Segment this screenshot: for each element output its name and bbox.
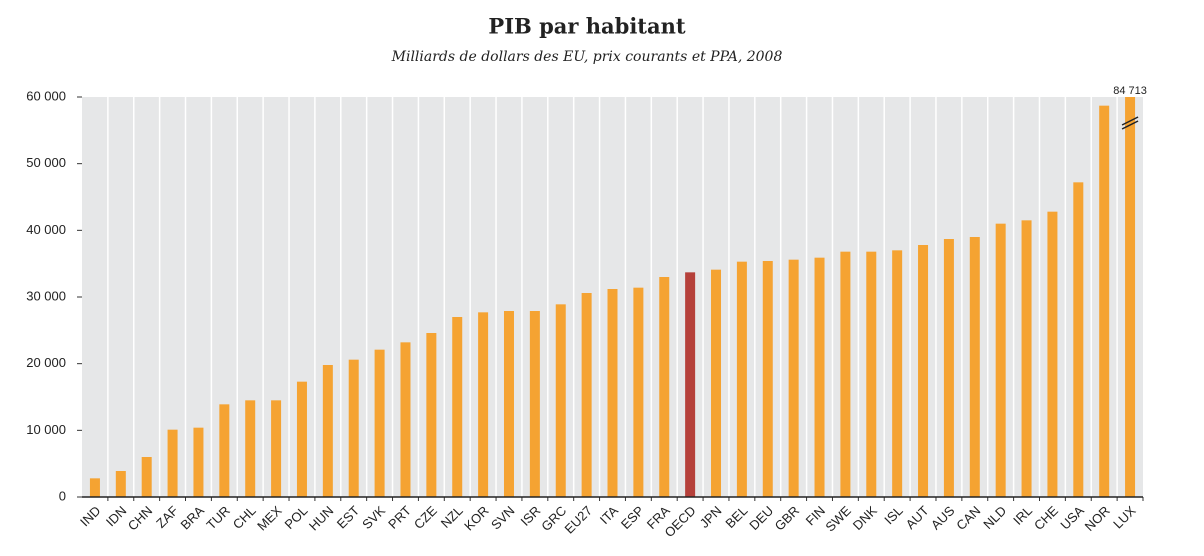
x-tick-label: GBR — [772, 503, 803, 534]
value-label: 84 713 — [1113, 85, 1147, 97]
bar — [555, 304, 566, 497]
y-tick-label: 50 000 — [26, 155, 66, 170]
bar — [219, 404, 230, 497]
y-tick-label: 20 000 — [26, 355, 66, 370]
x-tick-label: NOR — [1082, 503, 1113, 534]
bar — [762, 261, 773, 497]
x-tick-label: IDN — [103, 503, 129, 529]
bar — [115, 471, 126, 497]
x-tick-label: DNK — [850, 503, 880, 533]
x-tick-label: USA — [1057, 503, 1087, 533]
x-tick-label: NLD — [980, 503, 1009, 532]
bar — [503, 311, 514, 497]
x-tick-label: CHN — [125, 503, 156, 534]
y-tick-label: 10 000 — [26, 422, 66, 437]
x-tick-label: LUX — [1110, 503, 1139, 532]
bar — [478, 312, 489, 497]
bar — [840, 251, 851, 497]
x-tick-label: BRA — [177, 503, 207, 533]
bar — [1125, 97, 1136, 497]
x-tick-label: CAN — [953, 503, 983, 533]
x-tick-label: DEU — [746, 503, 776, 533]
bar — [271, 400, 282, 497]
y-tick-label: 40 000 — [26, 222, 66, 237]
bar — [1047, 211, 1058, 497]
bar — [1021, 220, 1032, 498]
x-tick-label: EU27 — [562, 503, 596, 537]
bar — [685, 272, 696, 497]
bar — [245, 400, 256, 497]
x-tick-label: NZL — [438, 503, 466, 531]
x-tick-label: KOR — [461, 503, 492, 534]
y-tick-label: 60 000 — [26, 88, 66, 103]
break-mark — [1121, 116, 1139, 126]
bar — [1099, 105, 1110, 498]
chart-title: PIB par habitant — [488, 14, 685, 39]
x-tick-label: ISL — [881, 503, 905, 527]
bar — [529, 311, 540, 497]
y-tick-label: 30 000 — [26, 288, 66, 303]
bar — [633, 287, 644, 497]
bar — [374, 349, 385, 497]
x-tick-label: PRT — [385, 503, 414, 532]
x-tick-label: POL — [282, 503, 311, 532]
bar — [400, 342, 411, 497]
bar — [141, 457, 152, 497]
bar — [193, 427, 204, 497]
x-tick-label: IND — [77, 503, 103, 529]
x-tick-label: HUN — [306, 503, 337, 534]
bar — [659, 277, 670, 497]
x-tick-label: BEL — [722, 503, 750, 531]
x-tick-label: ITA — [597, 503, 621, 527]
x-tick-label: ZAF — [153, 503, 181, 531]
bar — [322, 365, 333, 497]
x-tick-label: TUR — [203, 503, 232, 532]
x-tick-label: CZE — [411, 503, 440, 532]
bar — [167, 429, 178, 497]
bar — [788, 259, 799, 497]
x-tick-label: EST — [334, 503, 363, 532]
y-tick-label: 0 — [59, 488, 66, 503]
bar — [943, 239, 954, 497]
bar — [995, 223, 1006, 497]
bar — [736, 261, 747, 497]
bar — [296, 381, 307, 497]
chart-subtitle: Milliards de dollars des EU, prix couran… — [391, 49, 783, 65]
x-tick-label: CHL — [230, 503, 259, 532]
bar — [866, 251, 877, 497]
bar — [426, 333, 437, 497]
bar — [581, 293, 592, 497]
bar — [969, 237, 980, 497]
x-tick-label: AUS — [928, 503, 958, 533]
x-tick-label: SVK — [359, 503, 388, 532]
x-tick-label: SWE — [822, 503, 854, 535]
break-mark — [1121, 120, 1139, 130]
bar — [711, 269, 722, 497]
x-tick-label: CHE — [1031, 503, 1061, 533]
bar — [892, 250, 903, 497]
x-tick-label: ESP — [618, 503, 647, 532]
bar — [607, 289, 618, 497]
bar — [1073, 182, 1084, 498]
bar — [452, 317, 463, 497]
bar — [89, 478, 100, 497]
bar — [814, 257, 825, 497]
x-tick-label: AUT — [903, 503, 932, 532]
bar — [348, 359, 359, 497]
x-tick-label: SVN — [488, 503, 518, 533]
x-tick-label: MEX — [254, 503, 285, 534]
x-tick-label: JPN — [697, 503, 725, 531]
bar — [918, 245, 929, 497]
